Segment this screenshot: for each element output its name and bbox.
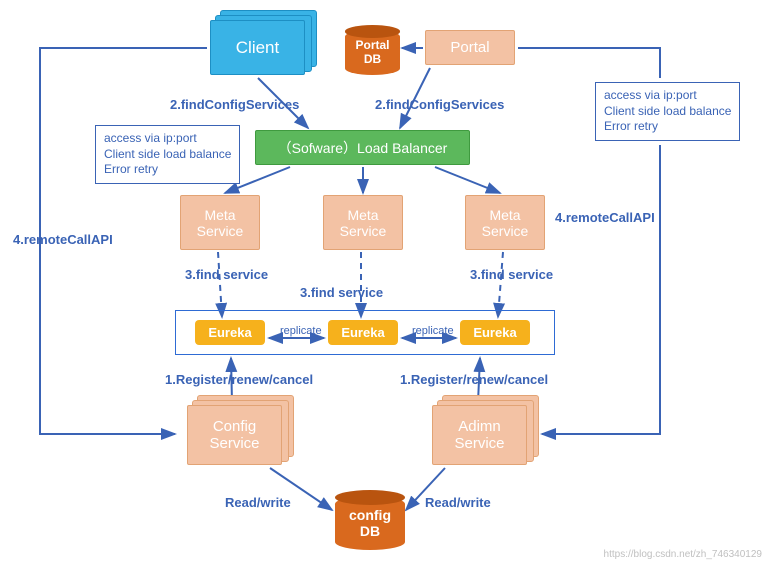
eureka-2: Eureka xyxy=(460,320,530,345)
arrow-8 xyxy=(498,252,503,317)
node-lb: （Sofware）Load Balancer xyxy=(255,130,470,165)
arrow-6 xyxy=(218,252,222,317)
label-findSvc3: 3.find service xyxy=(470,267,553,282)
label-reg2: 1.Register/renew/cancel xyxy=(400,372,548,387)
note-n1-line-1: Client side load balance xyxy=(104,147,231,163)
db-configDB-label: config DB xyxy=(335,507,405,539)
note-n1-line-0: access via ip:port xyxy=(104,131,231,147)
eureka-0: Eureka xyxy=(195,320,265,345)
node-config: Config Service xyxy=(187,405,282,465)
note-n1-line-2: Error retry xyxy=(104,162,231,178)
db-portalDB-label: Portal DB xyxy=(345,39,400,67)
note-n1: access via ip:portClient side load balan… xyxy=(95,125,240,184)
label-rw2: Read/write xyxy=(425,495,491,510)
node-meta2: Meta Service xyxy=(323,195,403,250)
node-meta1: Meta Service xyxy=(180,195,260,250)
node-admin: Adimn Service xyxy=(432,405,527,465)
label-rw1: Read/write xyxy=(225,495,291,510)
label-remote1: 4.remoteCallAPI xyxy=(13,232,113,247)
label-findCfg1: 2.findConfigServices xyxy=(170,97,299,112)
eureka-1: Eureka xyxy=(328,320,398,345)
label-findCfg2: 2.findConfigServices xyxy=(375,97,504,112)
node-meta3: Meta Service xyxy=(465,195,545,250)
node-client: Client xyxy=(210,20,305,75)
db-portalDB-top xyxy=(345,25,400,38)
note-n2-line-0: access via ip:port xyxy=(604,88,731,104)
watermark: https://blog.csdn.net/zh_746340129 xyxy=(604,549,762,560)
node-portal: Portal xyxy=(425,30,515,65)
label-remote2: 4.remoteCallAPI xyxy=(555,210,655,225)
label-reg1: 1.Register/renew/cancel xyxy=(165,372,313,387)
replicate-label-1: replicate xyxy=(412,325,454,337)
replicate-label-0: replicate xyxy=(280,325,322,337)
arrow-5 xyxy=(435,167,500,193)
note-n2-line-1: Client side load balance xyxy=(604,104,731,120)
note-n2: access via ip:portClient side load balan… xyxy=(595,82,740,141)
label-findSvc1: 3.find service xyxy=(185,267,268,282)
arrow-17 xyxy=(542,145,660,434)
label-findSvc2: 3.find service xyxy=(300,285,383,300)
arrow-16 xyxy=(518,48,660,78)
note-n2-line-2: Error retry xyxy=(604,119,731,135)
db-configDB-top xyxy=(335,490,405,505)
